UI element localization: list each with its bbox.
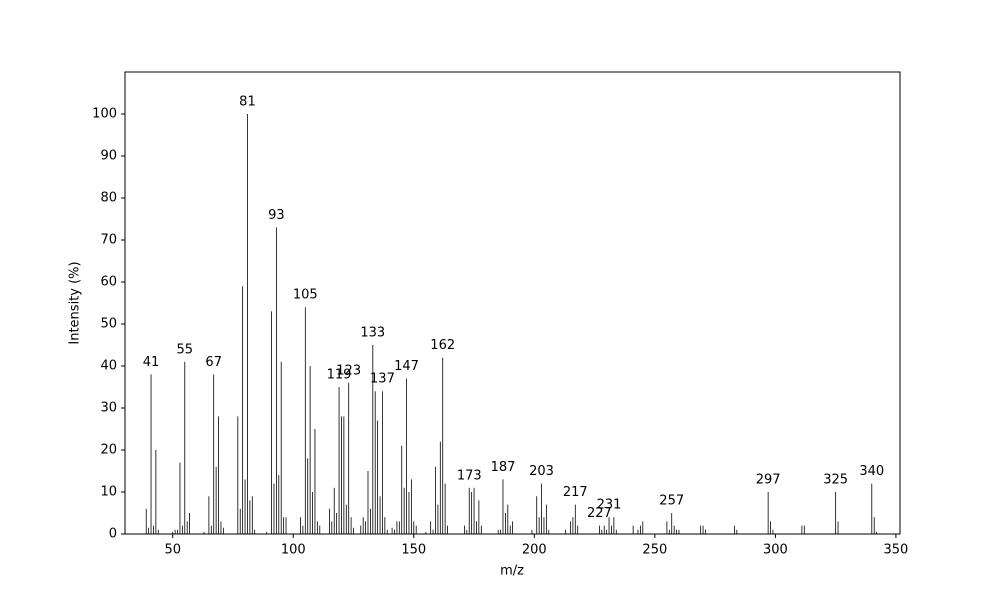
y-axis-title: Intensity (%)	[68, 261, 83, 344]
peak-label: 81	[239, 95, 256, 110]
x-tick-label: 50	[164, 543, 181, 558]
peak-label: 137	[370, 372, 395, 387]
x-axis-title: m/z	[500, 564, 524, 579]
peak-label: 257	[659, 494, 684, 509]
x-tick-label: 200	[522, 543, 547, 558]
y-tick-label: 90	[100, 149, 117, 164]
peak-label: 297	[756, 473, 781, 488]
y-tick-label: 60	[100, 275, 117, 290]
peak-label: 41	[143, 355, 160, 370]
x-tick-label: 100	[281, 543, 306, 558]
peak-label: 325	[823, 473, 848, 488]
x-tick-label: 300	[763, 543, 788, 558]
peak-label: 147	[394, 359, 419, 374]
peak-label: 133	[360, 326, 385, 341]
y-tick-label: 20	[100, 443, 117, 458]
y-tick-label: 10	[100, 485, 117, 500]
peak-label: 340	[859, 464, 884, 479]
peak-label: 55	[177, 342, 194, 357]
peak-label: 93	[268, 208, 285, 223]
peak-label: 187	[491, 460, 516, 475]
peak-label: 123	[336, 363, 361, 378]
y-tick-label: 50	[100, 317, 117, 332]
peak-label: 231	[597, 498, 622, 513]
peak-label: 119	[327, 368, 352, 383]
x-tick-label: 150	[401, 543, 426, 558]
peak-label: 227	[587, 506, 612, 521]
y-tick-label: 80	[100, 191, 117, 206]
x-tick-label: 350	[883, 543, 908, 558]
peak-label: 203	[529, 464, 554, 479]
y-tick-label: 30	[100, 401, 117, 416]
x-tick-label: 250	[642, 543, 667, 558]
peak-label: 67	[205, 355, 222, 370]
peak-label: 173	[457, 468, 482, 483]
peak-label: 217	[563, 485, 588, 500]
peak-label: 105	[293, 288, 318, 303]
y-tick-label: 0	[109, 527, 117, 542]
y-tick-label: 40	[100, 359, 117, 374]
y-tick-label: 100	[92, 107, 117, 122]
y-tick-label: 70	[100, 233, 117, 248]
peak-label: 162	[430, 338, 455, 353]
